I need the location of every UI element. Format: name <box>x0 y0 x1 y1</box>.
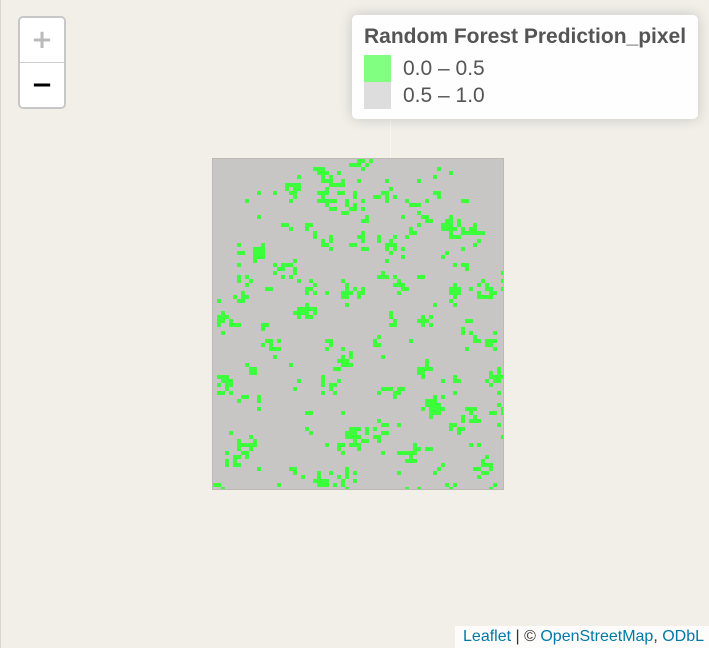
odbl-link[interactable]: ODbL <box>662 628 704 645</box>
raster-overlay <box>212 158 504 490</box>
legend: Random Forest Prediction_pixel 0.0 – 0.5… <box>352 15 698 119</box>
legend-swatch-low <box>364 55 391 82</box>
legend-entry-high: 0.5 – 1.0 <box>364 82 686 109</box>
raster-pixels <box>213 159 503 489</box>
legend-label-high: 0.5 – 1.0 <box>403 83 485 107</box>
zoom-control: + − <box>18 16 66 109</box>
zoom-in-button[interactable]: + <box>20 18 64 62</box>
legend-entry-low: 0.0 – 0.5 <box>364 55 686 82</box>
osm-link[interactable]: OpenStreetMap <box>540 628 654 645</box>
leaflet-link[interactable]: Leaflet <box>463 628 512 645</box>
legend-title: Random Forest Prediction_pixel <box>364 25 687 48</box>
attribution: Leaflet | © OpenStreetMap, ODbL <box>455 626 709 648</box>
attribution-comma: , <box>653 628 663 645</box>
legend-label-low: 0.0 – 0.5 <box>403 56 485 80</box>
legend-swatch-high <box>364 82 391 109</box>
attribution-separator: | © <box>511 628 541 645</box>
zoom-out-button[interactable]: − <box>20 62 64 107</box>
